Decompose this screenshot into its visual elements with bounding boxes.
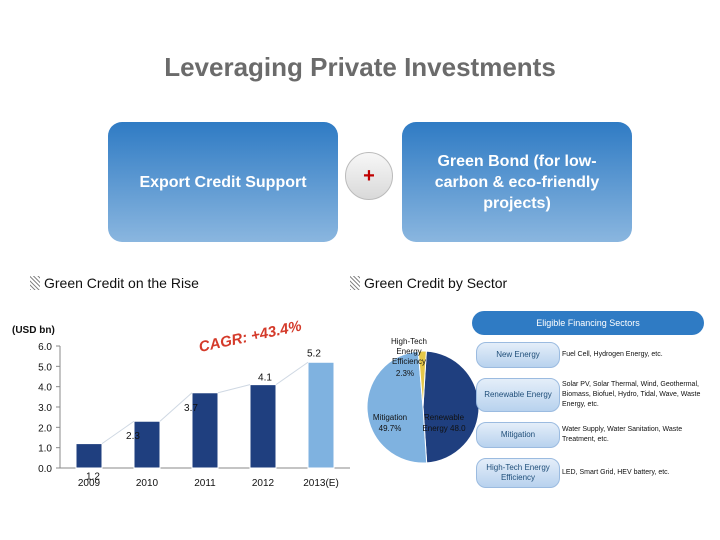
sector-desc: Water Supply, Water Sanitation, Waste Tr…	[562, 426, 683, 443]
connector-line	[159, 392, 193, 422]
pie-value-renewable: Energy 48.0	[422, 424, 466, 433]
sector-name: High-Tech Energy Efficiency	[476, 458, 560, 488]
page-title: Leveraging Private Investments	[164, 52, 556, 82]
section-title-text: Green Credit by Sector	[364, 275, 508, 291]
export-credit-label: Export Credit Support	[139, 173, 307, 191]
y-tick-label: 4.0	[38, 383, 52, 394]
y-tick-label: 2.0	[38, 423, 52, 434]
data-label: 5.2	[307, 348, 321, 359]
data-label: 3.7	[184, 403, 198, 414]
section-marker-icon	[30, 276, 40, 290]
plus-icon: +	[345, 152, 393, 200]
connector-line	[217, 384, 251, 394]
pie-value-mitigation: 49.7%	[379, 424, 402, 433]
section-title-credit-rise: Green Credit on the Rise	[30, 275, 199, 291]
sector-desc: LED, Smart Grid, HEV battery, etc.	[562, 469, 670, 476]
pie-slice	[366, 350, 428, 464]
pie-label-hightech-line3: Efficiency	[392, 357, 426, 366]
connector-line	[275, 361, 309, 386]
section-title-text: Green Credit on the Rise	[44, 275, 199, 291]
pie-value-renewable-num: 48.0	[450, 424, 466, 433]
data-label: 4.1	[258, 373, 272, 384]
pie-value-renewable-prefix: Energy	[422, 424, 450, 433]
y-tick-label: 1.0	[38, 444, 52, 455]
sector-row-mitigation: Mitigation Water Supply, Water Sanitatio…	[476, 422, 706, 448]
green-bond-box: Green Bond (for low-carbon & eco-friendl…	[402, 122, 632, 242]
sector-name: New Energy	[476, 342, 560, 368]
sector-name: Renewable Energy	[476, 378, 560, 412]
x-tick-label: 2013(E)	[303, 478, 339, 489]
pie-label-hightech-line1: High-Tech	[391, 337, 427, 346]
y-axis-label: (USD bn)	[12, 325, 55, 336]
x-tick-label: 2009	[78, 478, 101, 489]
pie-value-hightech: 2.3%	[396, 369, 414, 378]
data-label: 2.3	[126, 431, 140, 442]
pie-chart: High-Tech Energy Efficiency 2.3% Mitigatio…	[366, 337, 480, 464]
pie-slices	[366, 350, 480, 464]
y-tick-label: 6.0	[38, 342, 52, 353]
pie-label-mitigation: Mitigation	[373, 413, 407, 422]
connector-line	[101, 420, 135, 445]
pie-slice	[417, 350, 427, 408]
section-marker-icon	[350, 276, 360, 290]
y-tick-label: 0.0	[38, 464, 52, 475]
pie-label-hightech-line2: Energy	[396, 347, 421, 356]
pie-label-hightech: High-Tech Energy Efficiency	[391, 337, 427, 366]
x-tick-label: 2011	[194, 478, 216, 489]
pie-label-renewable: Renewable	[424, 413, 465, 422]
sector-row-high-tech: High-Tech Energy Efficiency LED, Smart G…	[476, 458, 706, 488]
sector-row-new-energy: New Energy Fuel Cell, Hydrogen Energy, e…	[476, 342, 706, 368]
bar	[133, 420, 161, 469]
eligible-sectors-header: Eligible Financing Sectors	[472, 311, 704, 335]
sector-name: Mitigation	[476, 422, 560, 448]
y-axis: 0.0 1.0 2.0 3.0 4.0 5.0 6.0	[38, 342, 350, 475]
x-tick-label: 2012	[252, 478, 275, 489]
x-tick-label: 2010	[136, 478, 159, 489]
sector-desc: Solar PV, Solar Thermal, Wind, Geotherma…	[562, 381, 701, 408]
y-tick-label: 3.0	[38, 403, 52, 414]
y-tick-label: 5.0	[38, 362, 52, 373]
sector-desc: Fuel Cell, Hydrogen Energy, etc.	[562, 351, 663, 358]
section-title-credit-sector: Green Credit by Sector	[350, 275, 507, 291]
green-bond-label: Green Bond (for low-carbon & eco-friendl…	[434, 152, 600, 212]
data-label: 1.2	[86, 472, 100, 483]
bar-chart: (USD bn) 0.01.02.03.04.05.06.0 20091.220…	[12, 318, 350, 489]
bar	[249, 384, 277, 469]
bar	[307, 361, 335, 469]
bar	[75, 443, 103, 469]
bar	[191, 392, 219, 469]
sector-row-renewable-energy: Renewable Energy Solar PV, Solar Thermal…	[476, 378, 706, 412]
export-credit-box: Export Credit Support	[108, 122, 338, 242]
pie-slice	[422, 350, 480, 464]
cagr-annotation: CAGR: +43.4%	[197, 318, 303, 356]
